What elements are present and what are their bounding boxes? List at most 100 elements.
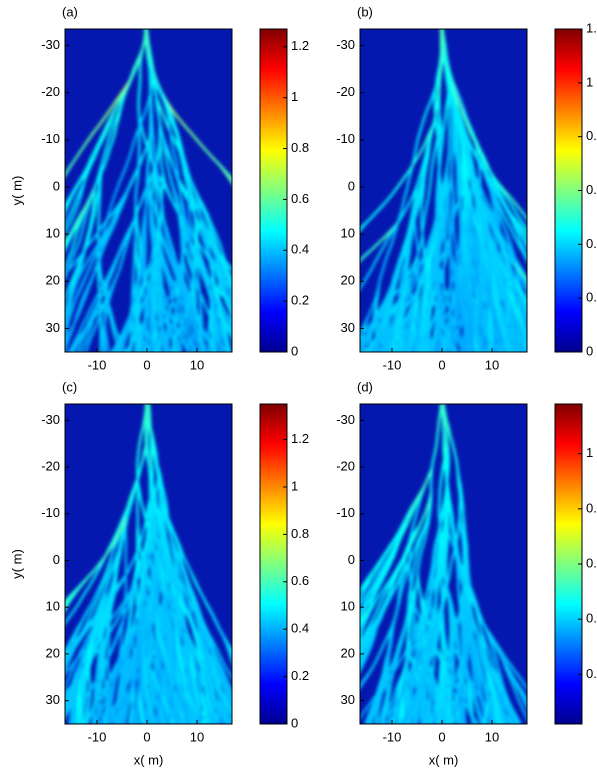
beam (238, 293, 243, 301)
beam (192, 331, 196, 343)
beam (177, 299, 183, 311)
beam (525, 347, 527, 352)
beam (235, 341, 236, 349)
beam (158, 259, 163, 271)
beam (158, 131, 162, 143)
beam (235, 309, 239, 317)
beam (202, 227, 208, 239)
beam (469, 291, 474, 303)
beam (140, 283, 146, 295)
beam (142, 339, 149, 351)
beam (236, 293, 240, 301)
beam (523, 283, 527, 294)
beam (98, 307, 102, 319)
beam (536, 301, 540, 309)
beam (125, 235, 131, 247)
beam (177, 147, 183, 159)
beam (225, 171, 232, 181)
beam (477, 323, 481, 335)
beam (500, 307, 506, 319)
beam (526, 339, 527, 346)
beam (194, 219, 201, 231)
beam (526, 340, 527, 342)
beam (531, 341, 533, 349)
beam (188, 291, 193, 303)
beam (523, 235, 527, 243)
beam (186, 227, 190, 239)
beam (66, 307, 73, 319)
beam (478, 315, 482, 327)
beam (137, 83, 142, 95)
beam (51, 261, 56, 269)
beam (233, 317, 237, 325)
beam (60, 285, 62, 293)
y-tick-label: -20 (41, 84, 60, 99)
beam (146, 35, 150, 47)
beam (159, 91, 165, 103)
beam (241, 317, 245, 325)
beam (236, 341, 242, 349)
beam (221, 291, 228, 303)
beam (177, 211, 181, 223)
beam (79, 299, 86, 311)
plot-frame (64, 28, 233, 353)
beam (144, 203, 148, 215)
beam (454, 331, 460, 343)
beam (135, 251, 139, 263)
beam (497, 315, 502, 327)
beam (129, 67, 136, 79)
beam (198, 251, 203, 263)
beam (55, 213, 60, 221)
beam (137, 275, 142, 287)
beam (213, 347, 217, 352)
beam (86, 163, 93, 175)
beam (179, 307, 185, 319)
beam (463, 155, 468, 167)
beam (219, 267, 225, 279)
beam (208, 291, 213, 303)
beam (65, 219, 73, 231)
beam (65, 211, 66, 216)
beam (530, 325, 532, 333)
beam (503, 227, 509, 239)
beam (425, 307, 431, 319)
y-tick-label: 20 (46, 273, 60, 288)
beam (142, 235, 147, 247)
beam (240, 349, 245, 357)
beam (52, 341, 55, 349)
beam (224, 259, 232, 271)
beam (68, 307, 74, 319)
beam (231, 292, 232, 294)
beam (118, 339, 124, 351)
beam (111, 107, 117, 119)
beam (129, 331, 133, 343)
beam (163, 267, 168, 279)
beam (533, 325, 535, 333)
beam (135, 219, 139, 231)
beam (225, 339, 230, 351)
beam (473, 299, 479, 311)
beam (231, 316, 232, 319)
beam (239, 317, 243, 325)
beam (202, 267, 208, 279)
beam (233, 285, 238, 293)
beam (111, 211, 118, 223)
beam (80, 291, 87, 303)
beam (236, 285, 239, 293)
beam (443, 299, 448, 311)
beam (65, 283, 72, 295)
beam (235, 301, 238, 309)
beam (91, 123, 101, 135)
beam (97, 219, 101, 231)
beam (68, 275, 75, 287)
beam (191, 323, 197, 335)
beam (201, 235, 207, 247)
beam (53, 349, 56, 357)
beam (460, 139, 464, 151)
beam (492, 291, 497, 303)
beam (497, 195, 505, 207)
beam (472, 267, 477, 279)
beam (160, 203, 164, 215)
beam (202, 347, 206, 352)
beam (154, 243, 158, 255)
